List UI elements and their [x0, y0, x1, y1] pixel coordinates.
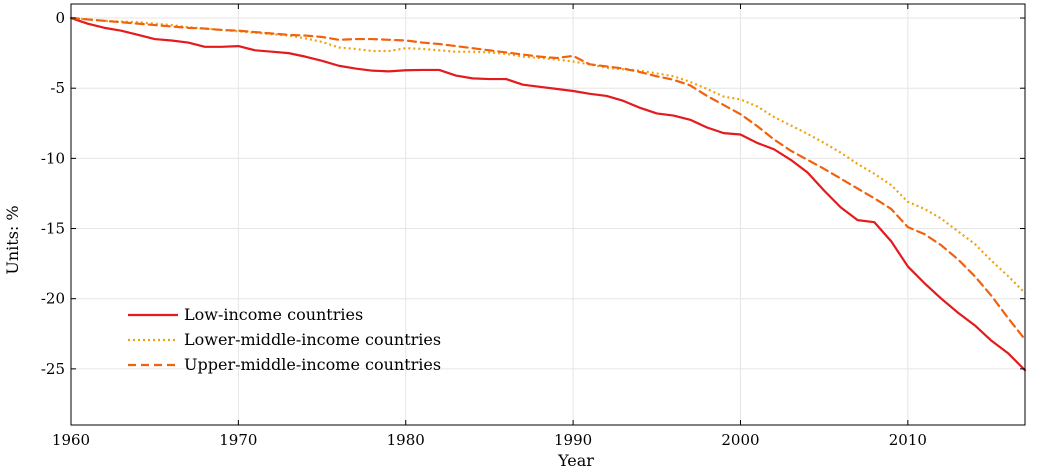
x-tick-label: 2010 [889, 431, 927, 449]
y-axis-title: Units: % [3, 205, 22, 274]
legend: Low-income countries Lower-middle-income … [128, 305, 441, 374]
x-axis-tick-labels: 1960 1970 1980 1990 2000 2010 [52, 431, 927, 449]
plot-area-frame [70, 3, 1026, 426]
x-tick-label: 2000 [721, 431, 759, 449]
legend-label-2: Lower-middle-income countries [184, 330, 441, 349]
series-line-3 [69, 16, 1027, 341]
y-tick-label: 0 [55, 9, 65, 27]
x-tick-label: 1990 [554, 431, 592, 449]
x-tick-label: 1980 [387, 431, 425, 449]
y-tick-label: -5 [50, 79, 65, 97]
legend-label-3: Upper-middle-income countries [184, 355, 441, 374]
series-line-2 [70, 16, 1026, 294]
x-axis-title: Year [557, 451, 594, 470]
legend-label-1: Low-income countries [184, 305, 363, 324]
y-axis-tick-labels: 0 -5 -10 -15 -20 -25 [41, 9, 65, 378]
y-tick-label: -25 [41, 360, 65, 378]
x-tick-label: 1970 [219, 431, 257, 449]
series-lines [69, 16, 1027, 372]
axis-ticks [70, 4, 1025, 425]
y-tick-label: -10 [41, 149, 65, 167]
y-tick-label: -20 [41, 290, 65, 308]
series-line-1 [69, 16, 1027, 372]
x-tick-label: 1960 [52, 431, 90, 449]
y-tick-label: -15 [41, 220, 65, 238]
grid [70, 4, 1025, 425]
